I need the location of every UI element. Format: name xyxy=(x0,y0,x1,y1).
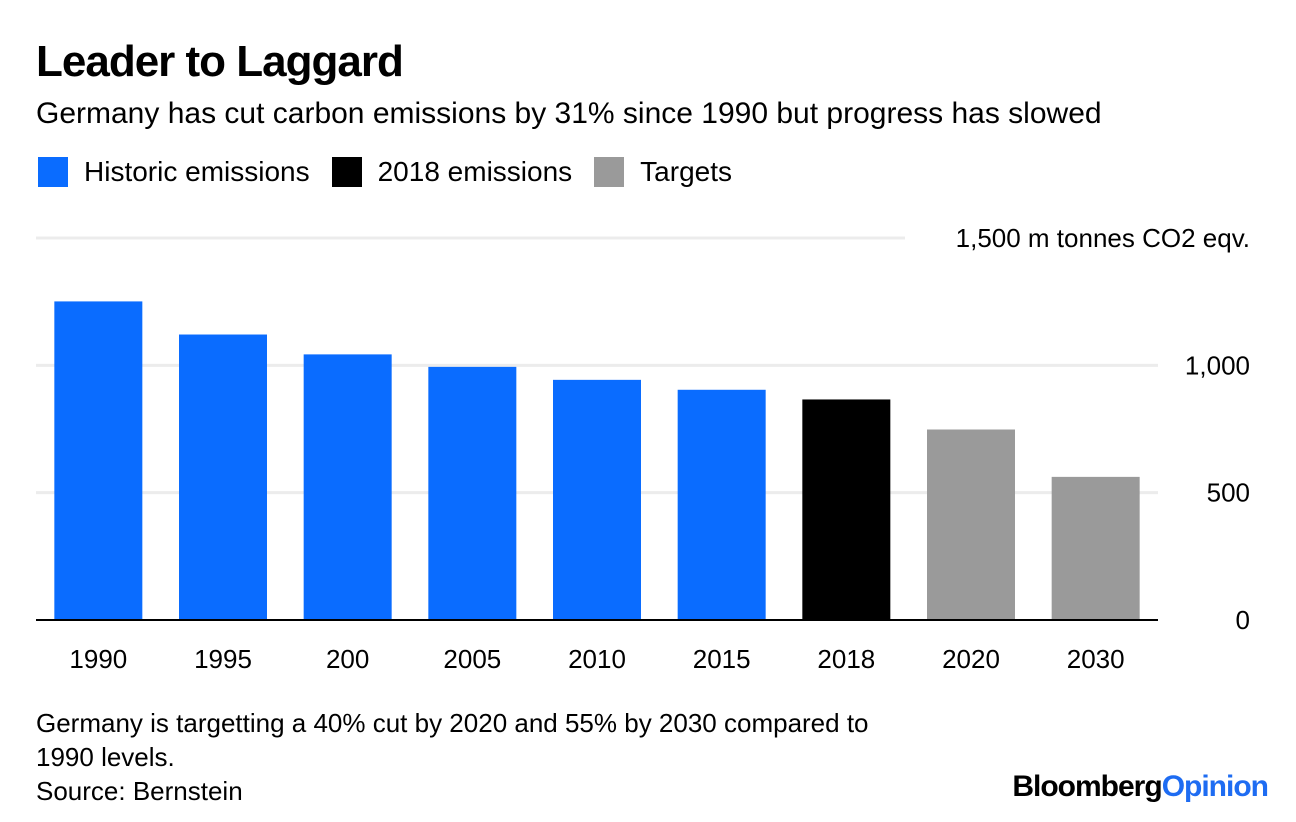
bar-chart: 0 500 1,000 1,500 m tonnes CO2 eqv. 1990 1995… xyxy=(36,223,1250,674)
x-tick-label: 1990 xyxy=(69,644,127,674)
bar xyxy=(927,429,1015,620)
y-tick-label: 1,000 xyxy=(1185,350,1250,380)
bar xyxy=(303,354,392,620)
legend-item-targets: Targets xyxy=(594,156,732,188)
chart-title: Leader to Laggard xyxy=(36,37,404,86)
x-tick-label: 2015 xyxy=(693,644,751,674)
x-tick-label: 2030 xyxy=(1067,644,1125,674)
bar xyxy=(677,389,766,620)
bar xyxy=(428,366,517,620)
chart-notes: Germany is targetting a 40% cut by 2020 … xyxy=(36,706,1016,808)
x-tick-label: 2018 xyxy=(817,644,875,674)
chart-subtitle: Germany has cut carbon emissions by 31% … xyxy=(36,97,1102,130)
bar xyxy=(802,399,891,620)
legend-item-historic: Historic emissions xyxy=(38,156,310,188)
x-tick-label: 2020 xyxy=(942,644,1000,674)
y-tick-label: 0 xyxy=(1236,605,1250,635)
note-line-1: Germany is targetting a 40% cut by 2020 … xyxy=(36,708,869,738)
y-tick-label: 1,500 m tonnes CO2 eqv. xyxy=(956,223,1250,253)
legend-label-historic: Historic emissions xyxy=(84,156,310,187)
brand-opinion: Opinion xyxy=(1161,770,1269,803)
legend-swatch-historic xyxy=(38,157,68,187)
legend: Historic emissions 2018 emissions Target… xyxy=(38,156,754,188)
x-tick-label: 2005 xyxy=(443,644,501,674)
bar xyxy=(1051,476,1140,620)
source-text: Source: Bernstein xyxy=(36,776,243,806)
x-tick-label: 2010 xyxy=(568,644,626,674)
bloomberg-opinion-logo: BloombergOpinion xyxy=(1012,770,1269,804)
bar xyxy=(179,334,267,620)
legend-label-2018: 2018 emissions xyxy=(377,156,573,187)
brand-bloomberg: Bloomberg xyxy=(1012,770,1162,803)
bar xyxy=(553,379,641,620)
bar xyxy=(54,301,143,620)
x-tick-label: 200 xyxy=(326,644,369,674)
y-tick-label: 500 xyxy=(1207,478,1250,508)
legend-swatch-2018 xyxy=(331,157,362,187)
legend-label-targets: Targets xyxy=(640,156,732,187)
legend-swatch-targets xyxy=(594,157,625,187)
legend-item-2018: 2018 emissions xyxy=(331,156,573,188)
note-line-2: 1990 levels. xyxy=(36,742,175,772)
x-tick-label: 1995 xyxy=(194,644,252,674)
